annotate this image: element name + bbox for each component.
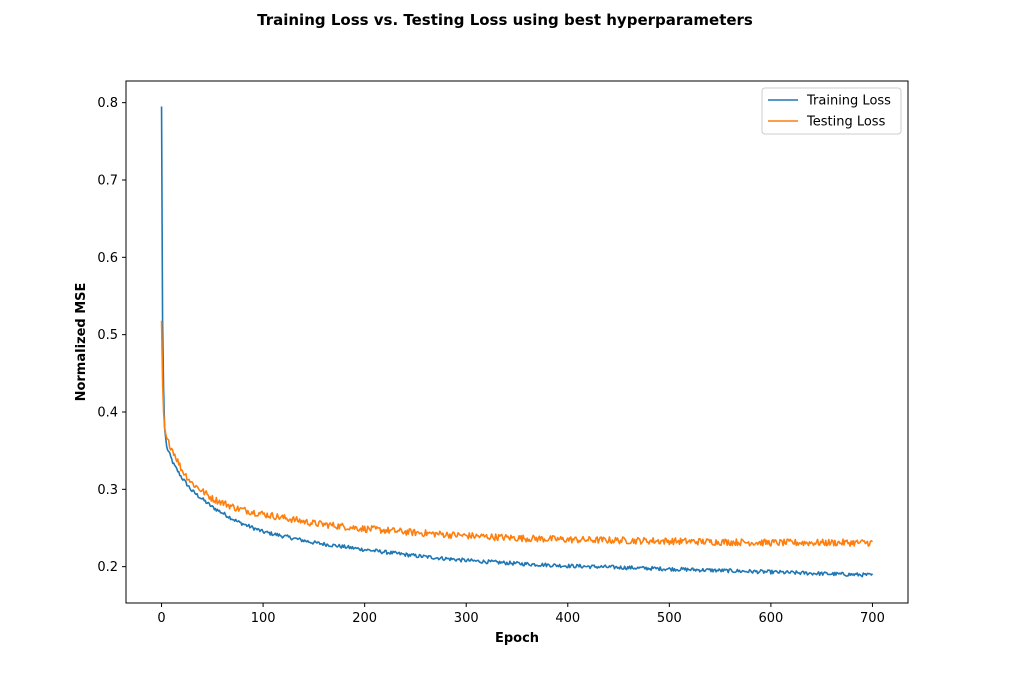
x-tick-label: 200 bbox=[352, 611, 377, 626]
y-tick-label: 0.7 bbox=[97, 173, 118, 188]
x-tick-label: 500 bbox=[657, 611, 682, 626]
y-tick-label: 0.2 bbox=[97, 560, 118, 575]
x-tick-label: 100 bbox=[251, 611, 276, 626]
series-line-training-loss bbox=[160, 106, 874, 578]
chart-title: Training Loss vs. Testing Loss using bes… bbox=[257, 11, 753, 29]
x-tick-label: 600 bbox=[758, 611, 783, 626]
y-tick-label: 0.4 bbox=[97, 405, 118, 420]
legend-label: Testing Loss bbox=[806, 115, 886, 130]
x-tick-label: 300 bbox=[454, 611, 479, 626]
y-tick-label: 0.5 bbox=[97, 328, 118, 343]
series-line-testing-loss bbox=[160, 320, 874, 547]
legend-label: Training Loss bbox=[806, 94, 891, 109]
x-tick-label: 400 bbox=[555, 611, 580, 626]
x-axis-label: Epoch bbox=[495, 631, 539, 646]
y-tick-label: 0.8 bbox=[97, 96, 118, 111]
y-axis-label: Normalized MSE bbox=[74, 283, 89, 402]
x-tick-label: 700 bbox=[860, 611, 885, 626]
y-tick-label: 0.3 bbox=[97, 483, 118, 498]
y-tick-label: 0.6 bbox=[97, 251, 118, 266]
plot-area: 0 100 200 300 400 500 600 700 0.2 0.3 0.4 0.5 0.6 0.7… bbox=[97, 80, 909, 626]
x-tick-label: 0 bbox=[157, 611, 165, 626]
axes-frame bbox=[125, 80, 909, 604]
